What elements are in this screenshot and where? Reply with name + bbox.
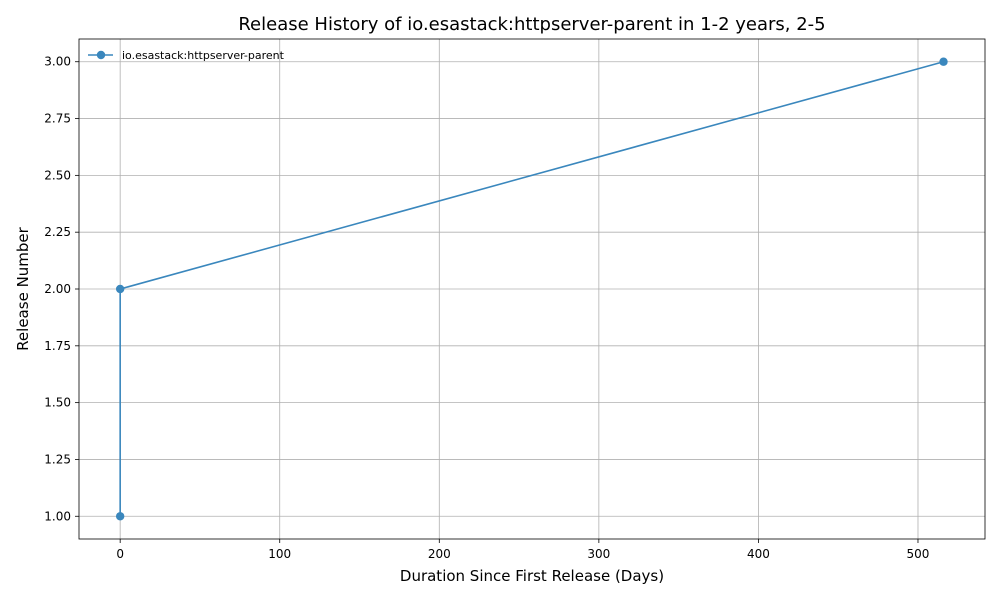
y-tick-label: 1.25	[44, 452, 71, 466]
y-tick-label: 3.00	[44, 55, 71, 69]
x-tick-label: 100	[268, 547, 291, 561]
data-point	[939, 57, 948, 66]
x-tick-label: 0	[116, 547, 124, 561]
x-tick-label: 200	[428, 547, 451, 561]
legend-marker-swatch	[96, 50, 106, 60]
y-tick-label: 2.25	[44, 225, 71, 239]
y-tick-label: 1.00	[44, 509, 71, 523]
x-tick-label: 500	[907, 547, 930, 561]
y-axis-label: Release Number	[14, 226, 32, 350]
y-tick-label: 2.75	[44, 112, 71, 126]
series-layer	[115, 57, 948, 521]
y-tick-label: 1.75	[44, 339, 71, 353]
y-tick-label: 2.50	[44, 168, 71, 182]
data-point	[115, 284, 125, 294]
legend: io.esastack:httpserver-parent	[88, 49, 285, 62]
x-tick-label: 400	[747, 547, 770, 561]
data-point	[115, 512, 125, 521]
y-tick-label: 1.50	[44, 396, 71, 410]
y-tick-label: 2.00	[44, 282, 71, 296]
axis-ticks: 0 100 200 300 400 500 1.00 1.25 1.50 1.75 2.00 2.25…	[44, 55, 929, 561]
x-axis-label: Duration Since First Release (Days)	[400, 567, 664, 585]
legend-label: io.esastack:httpserver-parent	[122, 49, 285, 62]
chart-title: Release History of io.esastack:httpserve…	[238, 14, 825, 35]
x-tick-label: 300	[587, 547, 610, 561]
